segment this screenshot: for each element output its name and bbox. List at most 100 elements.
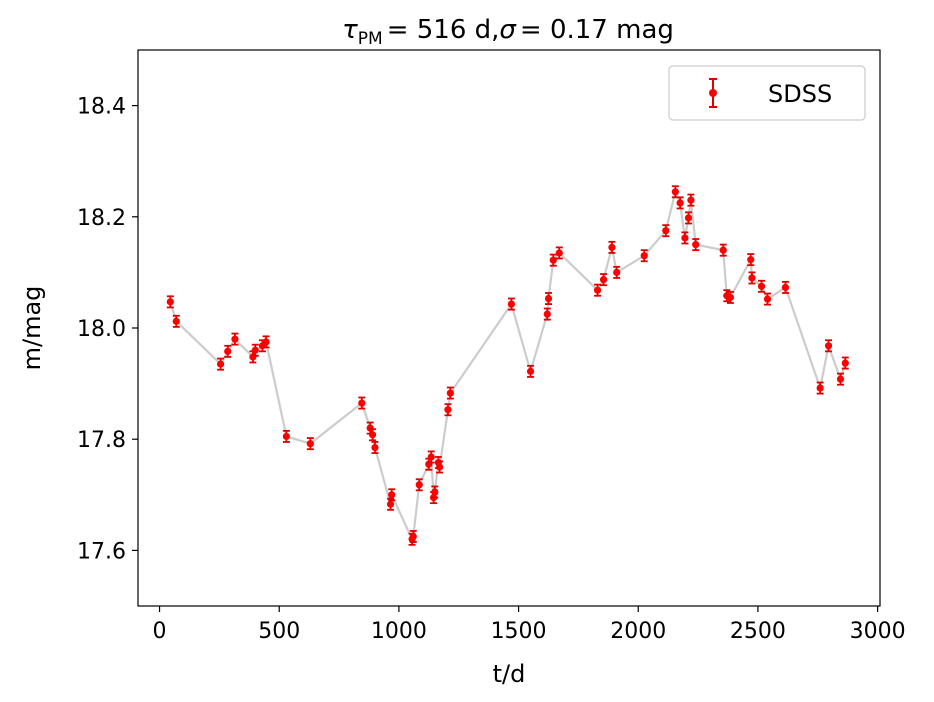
y-tick-label: 18.4: [77, 95, 126, 120]
x-tick-label: 2000: [610, 619, 666, 644]
data-point: [262, 335, 270, 349]
x-tick-label: 2500: [730, 619, 786, 644]
plot-area: [166, 185, 849, 546]
data-marker: [526, 367, 535, 375]
data-point: [662, 224, 670, 238]
data-marker: [435, 463, 444, 471]
y-axis: 17.6 17.8 18.0 18.2 18.4: [77, 95, 138, 564]
x-tick-label: 1000: [371, 619, 427, 644]
data-marker: [368, 431, 377, 439]
data-point: [427, 450, 435, 464]
data-marker: [555, 249, 563, 257]
data-point: [251, 343, 259, 357]
data-marker: [415, 481, 423, 489]
data-marker: [444, 406, 452, 414]
data-marker: [251, 346, 259, 354]
data-marker: [747, 256, 755, 264]
data-point: [748, 271, 756, 285]
data-point: [640, 249, 648, 263]
data-point: [676, 196, 684, 210]
data-point: [409, 530, 417, 543]
data-point: [544, 292, 553, 305]
data-marker: [507, 300, 515, 308]
data-point: [282, 429, 290, 443]
data-marker: [166, 298, 174, 306]
data-point: [836, 372, 845, 386]
data-marker: [549, 256, 557, 264]
data-marker: [544, 294, 553, 303]
y-tick-label: 18.0: [77, 317, 126, 342]
data-point: [358, 396, 366, 410]
data-point: [543, 307, 551, 321]
data-point: [231, 332, 239, 346]
x-tick-label: 0: [153, 619, 167, 644]
x-axis-label: t/d: [493, 660, 526, 688]
data-point: [599, 273, 608, 287]
data-marker: [748, 274, 756, 282]
data-point: [816, 381, 824, 395]
data-marker: [836, 375, 845, 383]
data-marker: [692, 241, 700, 249]
y-tick-label: 17.8: [77, 428, 126, 453]
data-point: [593, 283, 602, 297]
data-point: [613, 265, 621, 279]
x-tick-label: 3000: [850, 619, 906, 644]
data-marker: [757, 282, 766, 290]
data-point: [415, 478, 423, 492]
data-marker: [824, 342, 833, 350]
data-point: [681, 231, 689, 245]
data-marker: [608, 243, 616, 251]
data-point: [444, 403, 452, 417]
data-point: [166, 295, 174, 309]
data-point: [671, 185, 679, 199]
data-point: [841, 356, 849, 370]
data-point: [719, 243, 727, 257]
chart-title: τPM = 516 d,σ = 0.17 mag: [342, 15, 674, 49]
data-marker: [409, 532, 417, 541]
plot-frame: [137, 49, 881, 607]
data-marker: [781, 283, 790, 292]
data-marker: [427, 453, 435, 461]
data-point: [555, 246, 563, 260]
data-marker: [687, 196, 695, 204]
data-point: [549, 253, 557, 267]
data-marker: [593, 286, 602, 294]
data-marker: [726, 293, 735, 302]
data-marker: [306, 440, 314, 448]
data-point: [747, 253, 755, 267]
data-point: [368, 428, 377, 442]
data-marker: [676, 199, 684, 207]
legend-box: [668, 65, 866, 121]
data-point: [431, 485, 439, 499]
data-marker: [446, 389, 454, 397]
data-marker: [599, 276, 608, 284]
data-marker: [431, 488, 439, 496]
x-tick-label: 500: [258, 619, 300, 644]
data-point: [684, 211, 693, 225]
series-line: [169, 188, 847, 543]
data-marker: [671, 188, 679, 196]
data-marker: [224, 347, 232, 355]
data-marker: [358, 399, 366, 407]
data-marker: [388, 491, 396, 499]
data-point: [371, 441, 379, 455]
data-marker: [841, 359, 849, 367]
data-point: [446, 386, 454, 400]
legend-label-sdss: SDSS: [768, 80, 832, 108]
data-marker: [262, 338, 270, 346]
data-point: [388, 488, 396, 502]
data-point: [781, 280, 790, 294]
data-point: [692, 238, 700, 252]
data-marker: [763, 295, 772, 303]
data-marker: [816, 384, 824, 392]
y-tick-label: 17.6: [77, 539, 126, 564]
y-tick-label: 18.2: [77, 206, 126, 231]
data-point: [224, 344, 232, 358]
data-point: [507, 297, 515, 311]
data-marker: [640, 252, 648, 260]
y-axis-label: m/mag: [18, 286, 46, 371]
data-marker: [371, 443, 379, 452]
data-point: [172, 314, 180, 328]
data-marker: [282, 432, 290, 441]
